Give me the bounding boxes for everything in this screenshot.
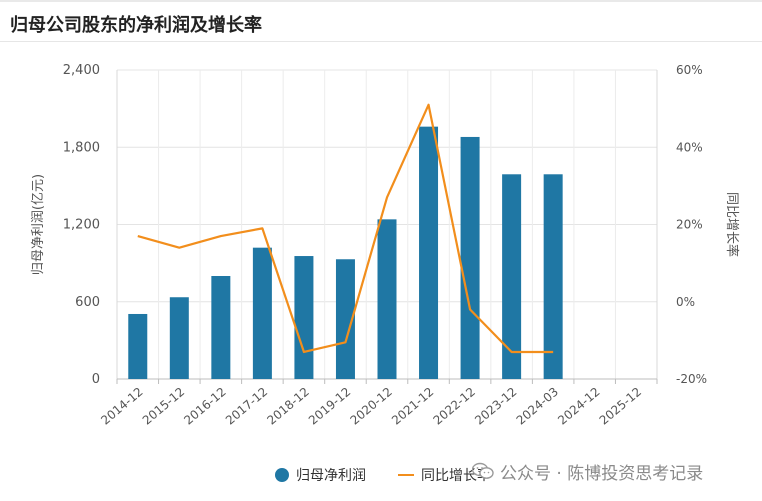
- legend-line-swatch: [398, 474, 414, 476]
- x-tick-label: 2015-12: [140, 385, 187, 428]
- y-left-axis-title: 归母净利润(亿元): [31, 174, 46, 275]
- x-tick-label: 2024-12: [555, 385, 602, 428]
- x-tick-label: 2014-12: [98, 385, 145, 428]
- x-tick-label: 2022-12: [431, 385, 478, 428]
- y-right-tick-label: 20%: [676, 218, 703, 232]
- top-strip: [0, 0, 762, 2]
- x-tick-label: 2017-12: [223, 385, 270, 428]
- y-right-tick-label: -20%: [676, 372, 707, 386]
- x-tick-label: 2018-12: [264, 385, 311, 428]
- y-right-axis-title: 同比增长率: [724, 192, 740, 257]
- y-left-tick-label: 0: [92, 372, 100, 387]
- bar: [294, 256, 314, 379]
- x-tick-label: 2019-12: [306, 385, 353, 428]
- y-right-tick-label: 40%: [676, 140, 703, 154]
- bar: [543, 174, 563, 379]
- bar: [211, 276, 231, 379]
- bar: [460, 136, 480, 379]
- bar: [128, 313, 148, 379]
- chart-header: 归母公司股东的净利润及增长率: [0, 2, 762, 42]
- bar: [502, 174, 522, 379]
- x-tick-label: 2016-12: [181, 385, 228, 428]
- chart-legend: 归母净利润 同比增长率: [275, 464, 513, 486]
- x-tick-label: 2025-12: [597, 385, 644, 428]
- x-tick-label: 2020-12: [348, 385, 395, 428]
- bar: [419, 126, 439, 380]
- legend-bar-label: 归母净利润: [296, 468, 366, 484]
- y-left-tick-label: 600: [75, 295, 100, 310]
- watermark-text: 公众号 · 陈博投资思考记录: [500, 463, 704, 484]
- combo-chart: 0 -20% 600 0% 1,200 20% 1,800 40% 2,400 60% 2014-1…: [31, 63, 740, 428]
- bar: [252, 247, 272, 379]
- wechat-icon: [472, 462, 494, 479]
- chart-title: 归母公司股东的净利润及增长率: [10, 15, 262, 36]
- watermark: 公众号 · 陈博投资思考记录: [472, 458, 703, 484]
- y-right-tick-label: 0%: [676, 295, 695, 309]
- bar: [335, 259, 355, 379]
- y-left-tick-label: 2,400: [63, 63, 100, 78]
- x-tick-label: 2021-12: [389, 385, 436, 428]
- legend-item-bar[interactable]: 归母净利润: [275, 465, 366, 485]
- bar: [169, 297, 189, 379]
- y-left-tick-label: 1,200: [63, 218, 100, 233]
- x-tick-label: 2024-03: [514, 385, 561, 428]
- legend-bar-swatch: [275, 468, 289, 482]
- y-left-tick-label: 1,800: [63, 140, 100, 155]
- y-right-tick-label: 60%: [676, 63, 703, 77]
- x-tick-label: 2023-12: [472, 385, 519, 428]
- growth-line: [137, 103, 554, 354]
- bar: [377, 219, 397, 379]
